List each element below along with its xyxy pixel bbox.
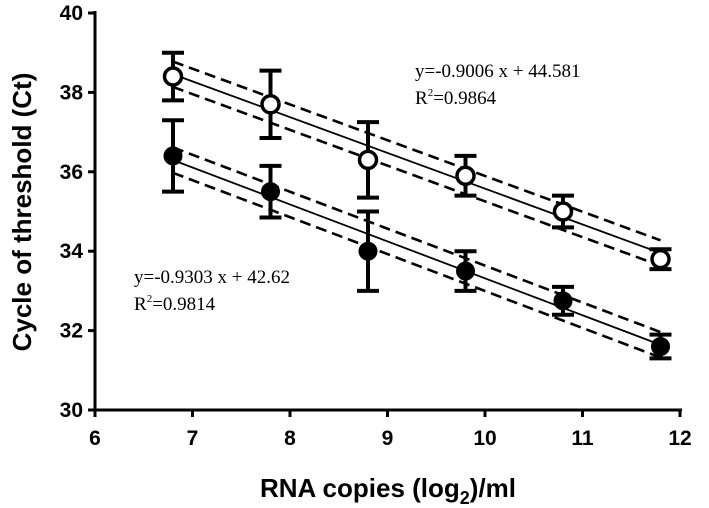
regression-line — [172, 159, 661, 346]
x-tick-label: 9 — [382, 427, 394, 450]
r2-superscript: 2 — [147, 293, 153, 305]
y-tick-label: 30 — [60, 399, 83, 422]
confidence-band-lower — [172, 171, 661, 359]
open-circle-point — [552, 201, 574, 222]
fit-lines — [172, 60, 661, 359]
y-tick-label: 34 — [60, 240, 84, 263]
open-series-r2: R2=0.9864 — [415, 87, 497, 109]
open-circle-point — [162, 66, 184, 87]
y-tick-label: 40 — [60, 2, 83, 25]
x-label-tail: )/ml — [470, 473, 516, 503]
open-circle-point — [650, 248, 671, 270]
x-tick-label: 7 — [187, 427, 199, 450]
confidence-band-lower — [172, 85, 661, 267]
y-tick-label: 38 — [60, 81, 84, 104]
confidence-band-upper — [172, 60, 661, 242]
r2-value: =0.9864 — [433, 88, 496, 109]
x-label-main: RNA copies (log — [260, 473, 460, 503]
filled-circle-point — [163, 146, 183, 166]
axes: 6 7 8 9 10 11 12 30 32 34 36 38 40 — [60, 2, 692, 450]
filled-circle-point — [358, 241, 378, 261]
open-circle-point — [357, 149, 379, 171]
y-tick-label: 32 — [60, 320, 83, 343]
x-axis-label: RNA copies (log2)/ml — [260, 473, 516, 508]
r2-prefix: R — [415, 88, 428, 109]
r2-prefix: R — [134, 294, 147, 315]
x-tick-label: 8 — [284, 427, 296, 450]
x-tick-label: 11 — [571, 427, 594, 450]
x-tick-label: 6 — [89, 427, 101, 450]
open-circle-point — [260, 94, 281, 115]
x-label-sub: 2 — [460, 488, 470, 508]
regression-line — [172, 73, 661, 254]
r2-value: =0.9814 — [152, 294, 215, 315]
filled-circle-point — [553, 291, 573, 311]
r2-superscript: 2 — [428, 87, 434, 99]
confidence-band-upper — [172, 146, 661, 334]
open-circle-point — [455, 165, 476, 187]
y-axis-label: Cycle of threshold (Ct) — [7, 73, 37, 352]
open-series-equation: y=-0.9006 x + 44.581 — [415, 61, 581, 82]
filled-circle-point — [651, 336, 670, 356]
filled-series-r2: R2=0.9814 — [134, 293, 216, 315]
filled-circle-point — [456, 261, 475, 281]
x-tick-label: 12 — [668, 427, 691, 450]
filled-circle-point — [261, 182, 280, 202]
filled-series-equation: y=-0.9303 x + 42.62 — [134, 267, 290, 288]
y-tick-label: 36 — [60, 161, 83, 184]
x-tick-label: 10 — [473, 427, 496, 450]
data-points — [162, 50, 672, 361]
